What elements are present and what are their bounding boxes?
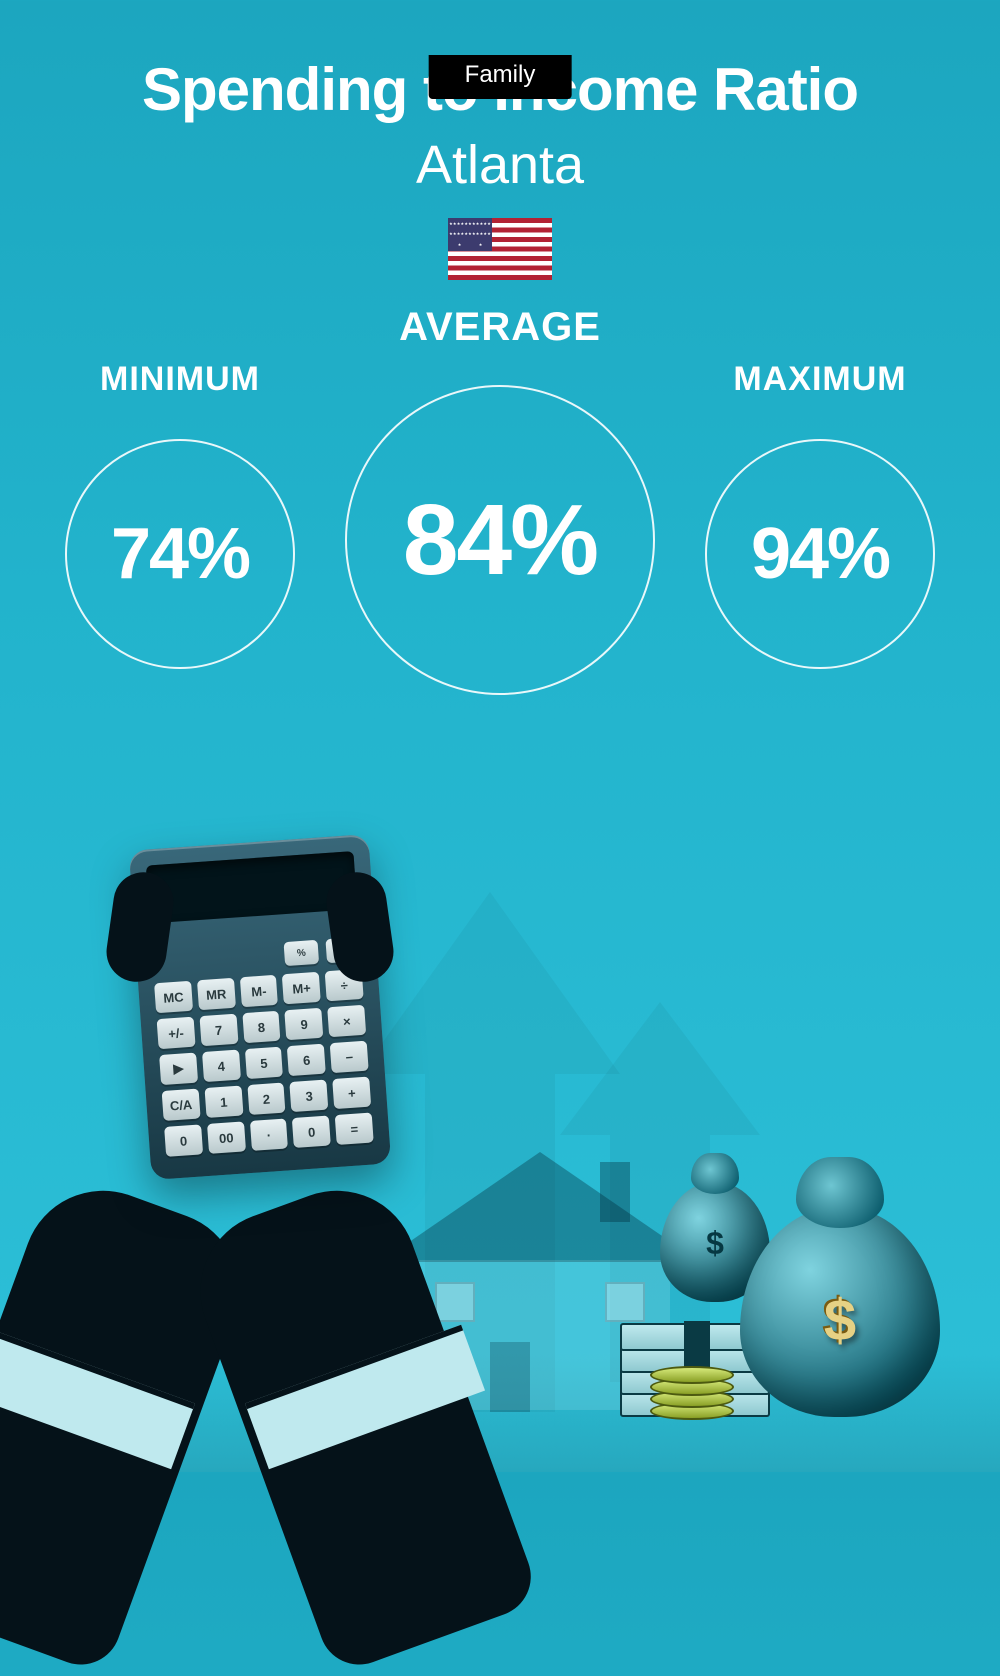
us-flag-icon: ★★★★★★ ★★★★★★ ★★★★★★ ★★★★★★ <box>448 218 552 280</box>
calc-key: − <box>330 1041 369 1073</box>
calc-key: 8 <box>242 1011 281 1043</box>
house-icon <box>380 1152 700 1412</box>
calc-key: 2 <box>247 1083 286 1115</box>
stat-average: AVERAGE 84% <box>345 305 655 695</box>
calc-key: +/- <box>157 1017 196 1049</box>
illustration: $ $ % MU MCMRM-M+÷+/-789×▶456−C/A123+000… <box>0 822 1000 1472</box>
calc-key: 3 <box>290 1080 329 1112</box>
calc-key: 4 <box>202 1050 241 1082</box>
calc-key: 6 <box>287 1044 326 1076</box>
calc-key: 5 <box>244 1047 283 1079</box>
stat-average-value: 84% <box>403 483 597 598</box>
stat-maximum-label: MAXIMUM <box>705 360 935 399</box>
up-arrow-icon <box>360 892 620 1412</box>
money-bag-icon: $ <box>660 1182 770 1302</box>
calc-key: C/A <box>162 1089 201 1121</box>
calc-key: 00 <box>207 1121 246 1153</box>
calc-key: ÷ <box>325 969 364 1001</box>
calc-key: MR <box>197 978 236 1010</box>
coin-stack-icon <box>650 1340 740 1420</box>
stat-minimum-circle: 74% <box>65 439 295 669</box>
calculator-icon: % MU MCMRM-M+÷+/-789×▶456−C/A123+000·0= <box>129 834 391 1180</box>
calc-key: % <box>284 940 320 966</box>
calc-key: M+ <box>282 972 321 1004</box>
stat-maximum-circle: 94% <box>705 439 935 669</box>
stat-average-circle: 84% <box>345 385 655 695</box>
stats-row: MINIMUM 74% AVERAGE 84% MAXIMUM 94% <box>0 360 1000 695</box>
calc-key: 1 <box>204 1086 243 1118</box>
stat-minimum-value: 74% <box>111 513 249 595</box>
category-badge: Family <box>429 55 572 99</box>
hands-calculator-icon: % MU MCMRM-M+÷+/-789×▶456−C/A123+000·0= <box>0 832 500 1472</box>
calc-key: 9 <box>285 1008 324 1040</box>
stat-maximum: MAXIMUM 94% <box>705 360 935 669</box>
city-name: Atlanta <box>0 134 1000 196</box>
calc-key: MU <box>325 937 361 963</box>
stat-average-label: AVERAGE <box>345 305 655 350</box>
cash-stack-icon <box>620 1297 770 1417</box>
stat-minimum-label: MINIMUM <box>65 360 295 399</box>
stat-minimum: MINIMUM 74% <box>65 360 295 669</box>
up-arrow-icon <box>560 1002 760 1382</box>
money-bag-icon: $ <box>740 1207 940 1417</box>
calc-key: · <box>250 1118 289 1150</box>
calc-key: M- <box>239 975 278 1007</box>
calc-key: × <box>327 1005 366 1037</box>
stat-maximum-value: 94% <box>751 513 889 595</box>
calc-key: 0 <box>292 1115 331 1147</box>
calc-key: + <box>332 1077 371 1109</box>
calc-key: MC <box>154 981 193 1013</box>
calc-key: 0 <box>164 1124 203 1156</box>
calc-key: ▶ <box>159 1053 198 1085</box>
calc-key: 7 <box>199 1014 238 1046</box>
calc-key: = <box>335 1112 374 1144</box>
